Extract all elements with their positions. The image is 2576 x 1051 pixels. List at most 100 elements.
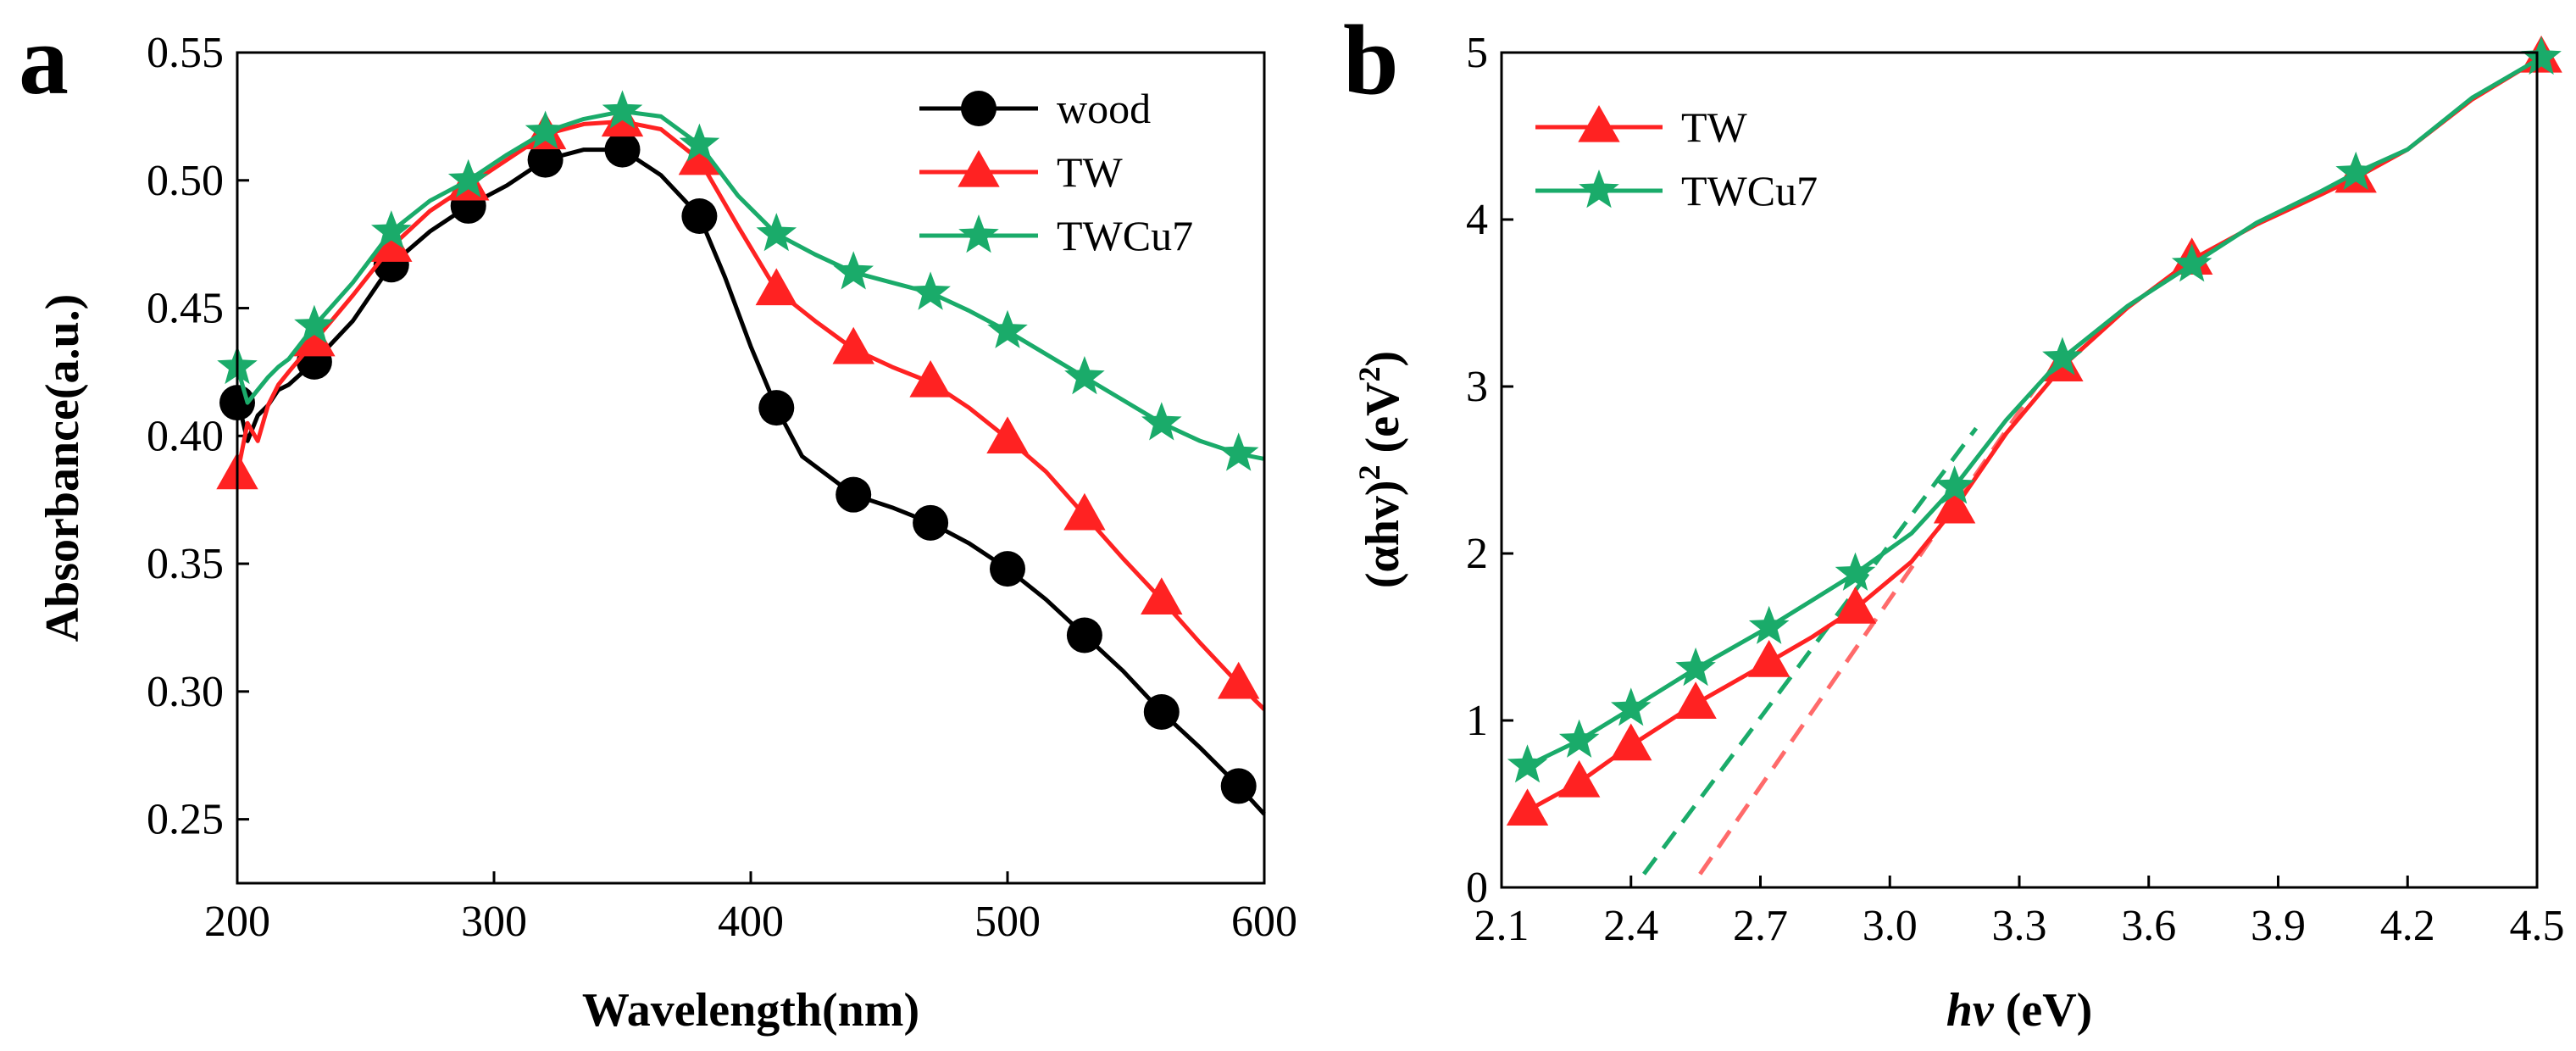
panel-a-point-tw (832, 326, 874, 364)
panel-a-point-twcu7 (1064, 356, 1105, 395)
panel-a-point-wood (913, 504, 949, 541)
panel-a-point-tw (755, 268, 797, 306)
panel-a-legend-marker-twcu7 (958, 214, 999, 253)
panel-b-legend: TW TWCu7 (1535, 103, 1818, 214)
panel-b-point-twcu7 (1835, 552, 1876, 591)
panel-b-legend-label-tw: TW (1681, 103, 1748, 151)
panel-a-point-tw (986, 416, 1029, 454)
panel-a-point-wood (527, 142, 564, 178)
panel-a-x-tick-label: 600 (1231, 898, 1297, 946)
panel-a-letter: a (19, 4, 69, 115)
panel-b-y-tick-label: 3 (1466, 363, 1488, 411)
panel-a-point-twcu7 (602, 90, 643, 129)
panel-b-point-twcu7 (2521, 36, 2562, 75)
panel-a-x-axis-title: Wavelength(nm) (582, 984, 919, 1037)
panel-b-point-tw (1506, 788, 1549, 826)
panel-b-y-tick-label: 4 (1466, 196, 1488, 244)
panel-a-point-twcu7 (833, 251, 874, 290)
panel-a-point-wood (1220, 768, 1257, 804)
panel-a-point-wood (604, 131, 641, 168)
panel-b-point-twcu7 (1611, 687, 1652, 726)
panel-b-point-tw (1834, 587, 1877, 624)
panel-a-y-axis-title: Absorbance(a.u.) (36, 294, 89, 642)
panel-b-x-tick-label: 4.2 (2380, 902, 2435, 950)
panel-a-legend-label-tw: TW (1057, 148, 1124, 196)
panel-b-y-axis-unit-close: ) (1357, 351, 1409, 367)
panel-b-point-twcu7 (2042, 336, 2083, 375)
panel-b-x-tick-label: 3.0 (1863, 902, 1918, 950)
panel-a-point-wood (836, 476, 872, 513)
panel-b-x-tick-label: 3.6 (2121, 902, 2176, 950)
panel-a-y-tick-label: 0.25 (147, 796, 224, 844)
panel-a-point-tw (1141, 577, 1183, 614)
panel-a-point-twcu7 (1218, 432, 1259, 471)
panel-b-point-twcu7 (1675, 647, 1716, 687)
panel-a-point-wood (758, 390, 795, 426)
panel-b-legend-marker-tw (1578, 105, 1620, 142)
panel-b-series (1506, 35, 2562, 826)
panel-b-legend-marker-twcu7 (1579, 170, 1619, 209)
panel-a-legend-marker-tw (958, 150, 1000, 187)
panel-a-point-tw (293, 319, 336, 357)
panel-a-y-tick-label: 0.35 (147, 540, 224, 588)
panel-b-x-axis-italic: hv (1946, 984, 1995, 1037)
panel-a-x-tick-label: 300 (461, 898, 527, 946)
panel-b-y-axis-power: 2 (1352, 464, 1386, 480)
panel-a-series (216, 90, 1266, 816)
panel-b-y-tick-label: 2 (1466, 530, 1488, 578)
panel-b-fit-line-twcu7-tangent (1642, 426, 1979, 876)
panel-b-point-tw (1747, 640, 1790, 677)
panel-a-y-tick-label: 0.55 (147, 29, 224, 77)
panel-a-point-wood (1143, 693, 1180, 730)
panel-a-y-tick-label: 0.40 (147, 412, 224, 460)
panel-a-point-twcu7 (447, 158, 489, 197)
panel-a-point-tw (678, 137, 721, 175)
panel-b-x-tick-label: 3.9 (2251, 902, 2306, 950)
panel-a-plot-frame (236, 51, 1266, 885)
panel-b-y-tick-label: 5 (1466, 29, 1488, 77)
panel-a-y-tick-label: 0.30 (147, 668, 224, 716)
panel-a-point-tw (1063, 492, 1106, 531)
panel-a-point-tw (370, 225, 413, 262)
panel-b-y-axis-unit-open: (eV (1357, 382, 1409, 465)
panel-b-x-axis-unit: (eV) (1994, 984, 2093, 1037)
panel-a-point-twcu7 (987, 309, 1028, 348)
panel-b-x-tick-label: 2.4 (1603, 902, 1658, 950)
panel-b-x-tick-label: 3.3 (1992, 902, 2047, 950)
panel-a-point-tw (1218, 661, 1260, 699)
panel-b-point-twcu7 (2171, 243, 2212, 282)
panel-b-point-tw (1610, 723, 1652, 761)
panel-a: a 200 300 400 500 600 0.25 0.30 0.35 0.40 0.45 0.5… (19, 4, 1297, 1037)
panel-a-x-tick-label: 400 (718, 898, 784, 946)
panel-a-point-twcu7 (910, 271, 951, 310)
panel-b-point-twcu7 (1934, 465, 1975, 504)
panel-a-legend: wood TW TWCu7 (919, 85, 1193, 259)
panel-a-legend-label-wood: wood (1057, 85, 1151, 132)
panel-a-point-wood (1066, 617, 1102, 653)
panel-a-point-tw (909, 359, 952, 398)
panel-a-x-tick-label: 200 (204, 898, 270, 946)
panel-a-y-tick-label: 0.50 (147, 157, 224, 205)
panel-b-y-tick-label: 1 (1466, 697, 1488, 745)
panel-a-point-twcu7 (294, 304, 335, 343)
panel-b-plot-frame (1500, 51, 2539, 889)
panel-a-point-twcu7 (679, 123, 720, 162)
panel-a-legend-marker-wood (961, 91, 997, 126)
panel-a-point-twcu7 (756, 213, 797, 252)
panel-b-letter: b (1343, 4, 1399, 115)
panel-b-x-tick-label: 2.1 (1474, 902, 1530, 950)
panel-b-point-twcu7 (1558, 719, 1600, 758)
panel-b-point-tw (1557, 759, 1601, 798)
panel-b-point-tw (1674, 681, 1717, 719)
panel-a-point-twcu7 (525, 110, 566, 149)
panel-b-point-tw (1933, 486, 1976, 524)
panel-a-ticks: 200 300 400 500 600 0.25 0.30 0.35 0.40 0.45 0.50 0… (147, 29, 1297, 946)
panel-b-legend-label-twcu7: TWCu7 (1681, 167, 1818, 214)
panel-a-point-wood (681, 197, 718, 234)
panel-b-y-axis-title: (αhv)2 (eV2) (1352, 351, 1409, 588)
panel-b-point-twcu7 (1748, 605, 1790, 644)
panel-a-point-twcu7 (371, 210, 412, 249)
panel-a-y-tick-label: 0.45 (147, 285, 224, 333)
panel-a-x-tick-label: 500 (974, 898, 1041, 946)
